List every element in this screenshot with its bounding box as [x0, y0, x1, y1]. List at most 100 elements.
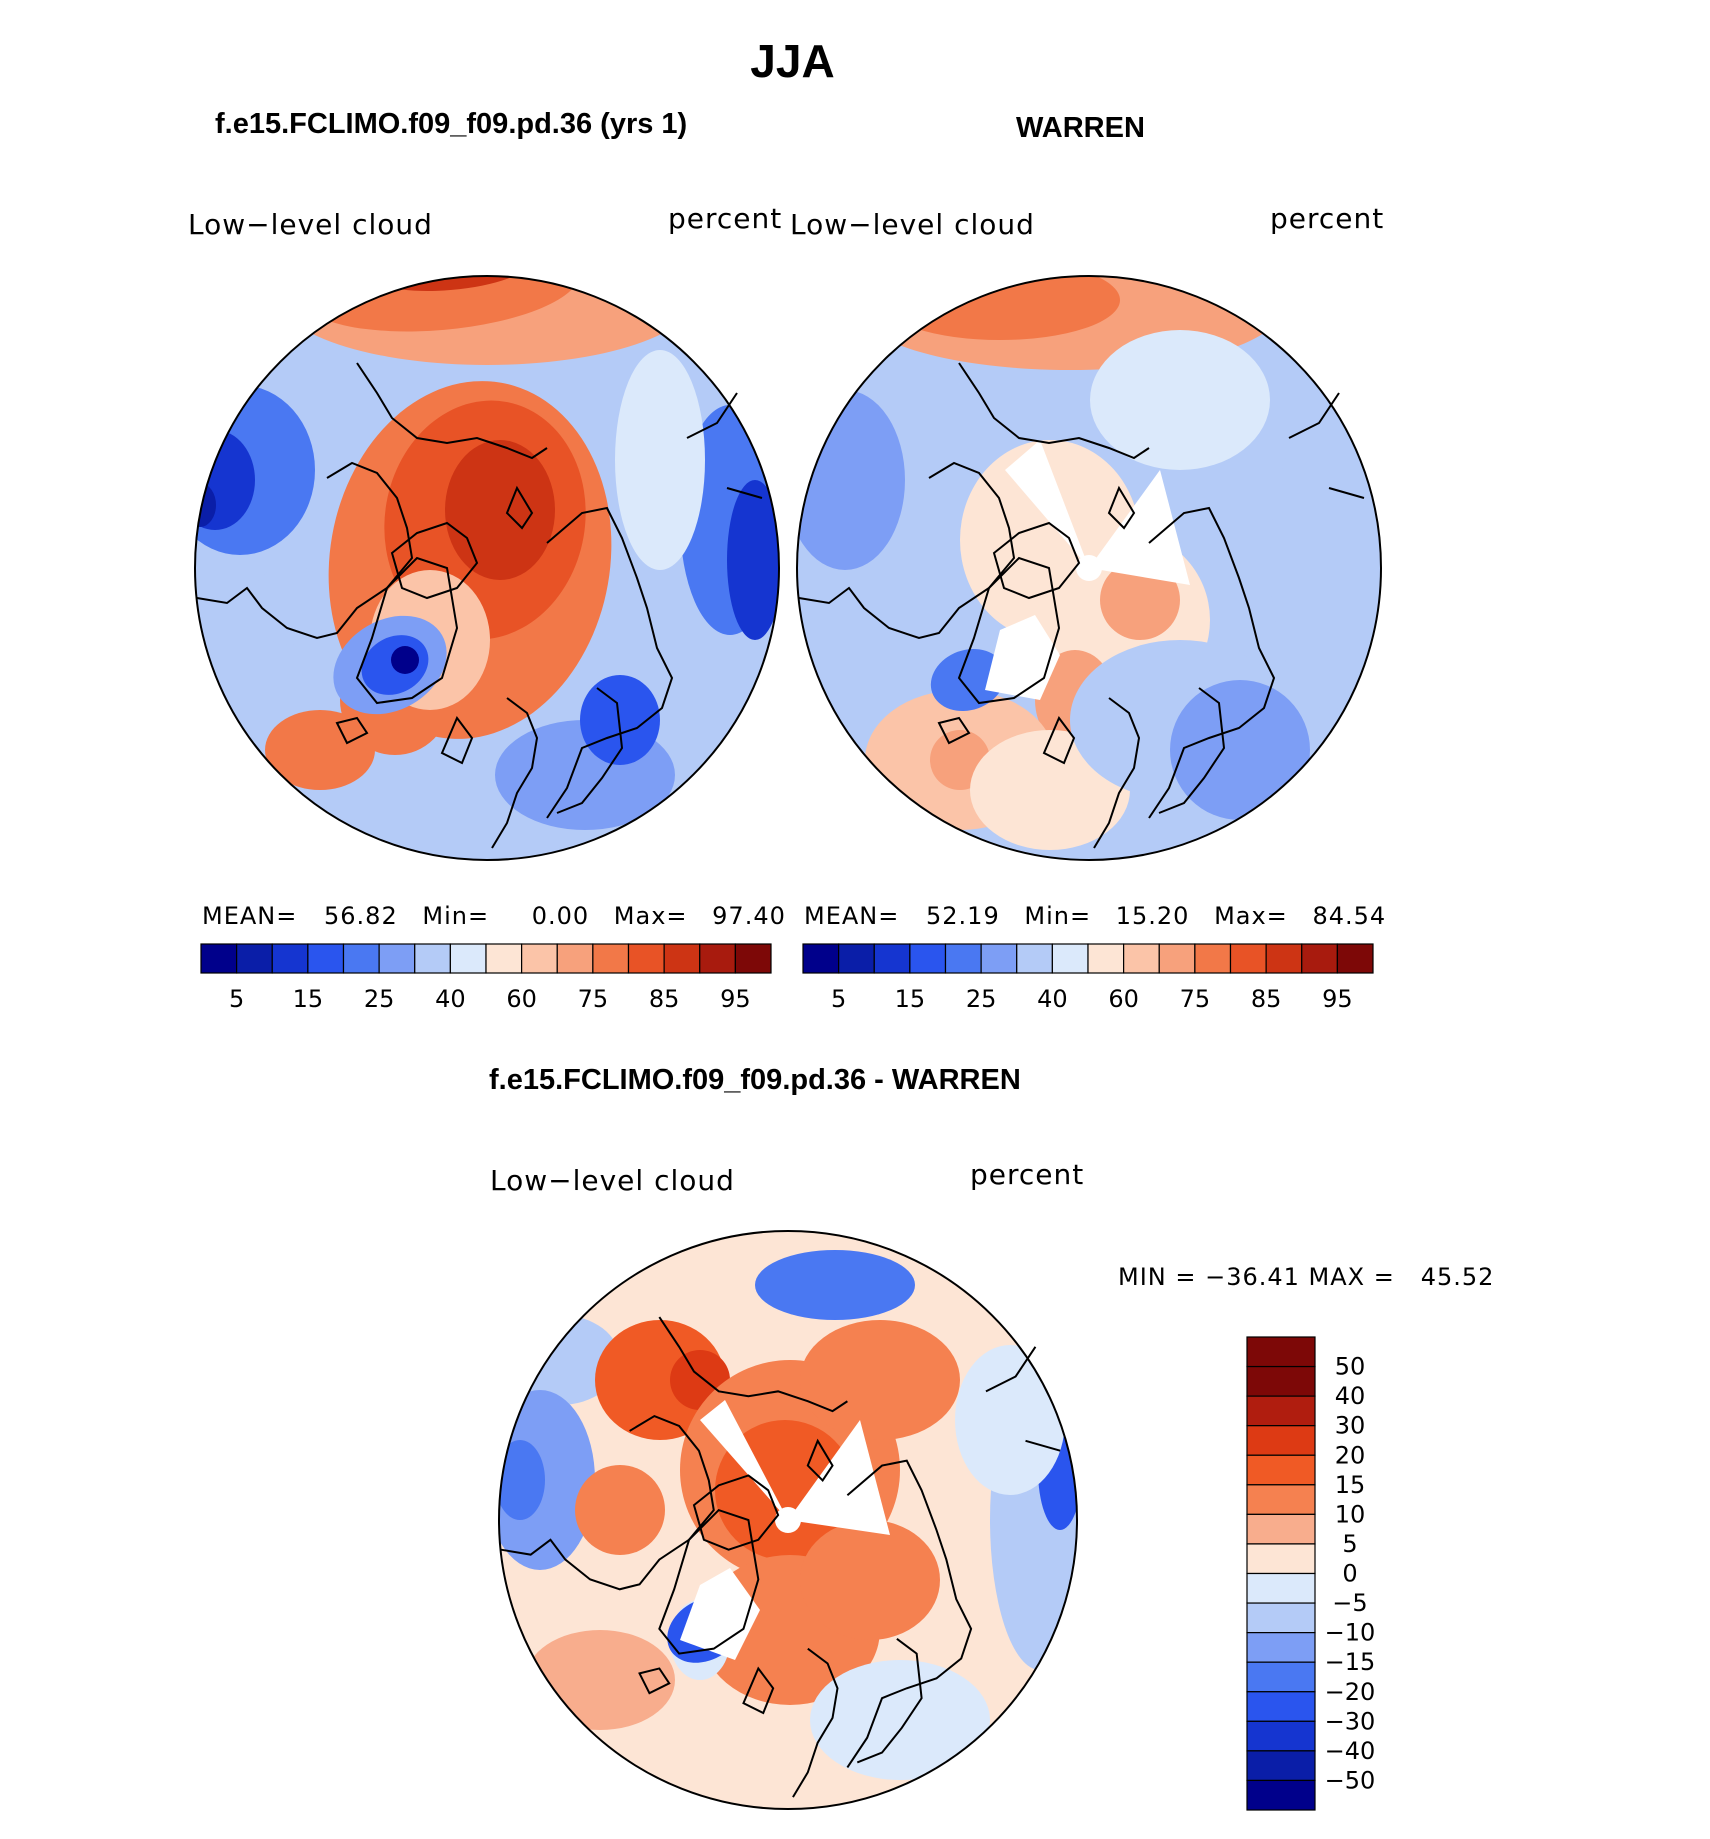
- field-blob: [391, 646, 419, 674]
- coastline: [1328, 487, 1365, 499]
- colorbar-box: [909, 943, 947, 974]
- missing-data-wedge: [1089, 470, 1190, 585]
- coastline-group: [798, 362, 1365, 849]
- coastline: [985, 1346, 1037, 1393]
- field-blob: [810, 1660, 990, 1780]
- missing-data-wedge: [680, 1568, 760, 1660]
- field-blob: [930, 648, 1006, 712]
- coastline-group: [500, 1316, 1061, 1798]
- colorbar-box: [1246, 1720, 1316, 1752]
- field-blob: [800, 1520, 940, 1640]
- colorbar-tick-label: 85: [649, 985, 680, 1013]
- colorbar-tick-label: 25: [966, 985, 997, 1013]
- panel-2-min-value: 15.20: [1115, 902, 1190, 930]
- coastline: [505, 485, 534, 530]
- page-title: JJA: [750, 35, 835, 87]
- coastline: [958, 362, 1150, 460]
- colorbar-tick-label: −30: [1325, 1707, 1376, 1735]
- field-blob: [727, 480, 779, 640]
- coastline: [798, 461, 1016, 640]
- colorbar-tick-label: 95: [720, 985, 751, 1013]
- colorbar-tick-label: 5: [1342, 1530, 1357, 1558]
- field-blob: [499, 1440, 545, 1520]
- coastline: [356, 362, 548, 460]
- colorbar-box: [663, 943, 701, 974]
- coastline-group: [196, 362, 763, 849]
- panel-1-max-label: Max=: [613, 902, 688, 930]
- field-blob: [797, 390, 905, 570]
- colorbar-box: [1051, 943, 1089, 974]
- missing-data-wedge: [700, 1400, 788, 1520]
- colorbar-box: [1246, 1365, 1316, 1397]
- colorbar-box: [1301, 943, 1338, 974]
- map-panel-3: [499, 1231, 1077, 1809]
- panel-2-stats: MEAN= 52.19 Min= 15.20 Max= 84.54: [804, 902, 1386, 930]
- colorbar-box: [1246, 1602, 1316, 1634]
- coastline: [856, 1637, 923, 1764]
- panel-2-title: WARREN: [1016, 112, 1145, 144]
- field-blob: [265, 710, 375, 790]
- field-blob: [250, 565, 330, 645]
- colorbar-tick-label: −50: [1325, 1766, 1376, 1794]
- colorbar-box: [592, 943, 630, 974]
- colorbar-tick-label: 15: [1335, 1471, 1366, 1499]
- coastline: [742, 1666, 775, 1715]
- colorbar-tick-label: 95: [1322, 985, 1353, 1013]
- panel-2-min-label: Min=: [1024, 902, 1092, 930]
- panel-1-right-label: percent: [668, 202, 783, 235]
- colorbar-box: [1336, 943, 1374, 974]
- panel-3-stats: MIN = −36.41 MAX = 45.52: [1118, 1263, 1495, 1291]
- colorbar-tick-label: 40: [435, 985, 466, 1013]
- colorbar-tick-label: 20: [1335, 1441, 1366, 1469]
- panel-2-left-label: Low−level cloud: [790, 208, 1035, 241]
- field-blob: [195, 483, 216, 527]
- colorbar-box: [1246, 1425, 1316, 1456]
- coastline: [726, 487, 763, 499]
- panel-3-right-label: percent: [970, 1158, 1085, 1191]
- colorbar-box: [1246, 1454, 1316, 1486]
- panel-1-min-label: Min=: [422, 902, 490, 930]
- map-panel-2: [797, 276, 1381, 860]
- panel-1-mean-value: 56.82: [324, 902, 398, 930]
- coastline: [686, 392, 738, 439]
- colorbar-box: [944, 943, 982, 974]
- panel-1-left-label: Low−level cloud: [188, 208, 433, 241]
- colorbar-tick-label: 5: [831, 985, 846, 1013]
- colorbar-box: [1194, 943, 1232, 974]
- coastline: [1288, 392, 1340, 439]
- colorbar-box: [838, 943, 875, 974]
- coastline: [390, 521, 479, 600]
- coastline: [937, 716, 971, 745]
- colorbar-box: [1246, 1750, 1316, 1782]
- field-blob: [195, 430, 255, 530]
- coastline: [440, 716, 474, 765]
- colorbar-tick-label: 0: [1342, 1560, 1357, 1588]
- field-blob: [595, 1320, 725, 1440]
- colorbar-tick-label: 5: [229, 985, 244, 1013]
- panel-1-stats: MEAN= 56.82 Min= 0.00 Max= 97.40: [202, 902, 786, 930]
- panel-2-right-label: percent: [1270, 202, 1385, 235]
- map-2-border: [796, 275, 1382, 861]
- colorbar-box: [1246, 1513, 1316, 1545]
- coastline: [1093, 697, 1141, 849]
- colorbar-box: [699, 943, 736, 974]
- colorbar-tick-label: 75: [1180, 985, 1211, 1013]
- colorbar-box: [1246, 1632, 1316, 1663]
- colorbar-box: [236, 943, 273, 974]
- colorbar-box: [1246, 1661, 1316, 1693]
- colorbar-tick-label: 15: [895, 985, 926, 1013]
- map-panel-1: [195, 276, 779, 860]
- colorbar-tick-label: 25: [364, 985, 395, 1013]
- coastline: [792, 1647, 839, 1798]
- colorbar-diff: [1246, 1336, 1316, 1811]
- map-3-border: [498, 1230, 1078, 1810]
- colorbar-box: [449, 943, 487, 974]
- colorbar-tick-labels: 5 15 25 40 60 75 85 95 5 15 25 40 60 75 85 955040302015…: [229, 985, 1375, 1794]
- coastline: [638, 1667, 671, 1695]
- coastline: [1042, 716, 1076, 765]
- panel-3-title: f.e15.FCLIMO.f09_f09.pd.36 - WARREN: [489, 1064, 1021, 1096]
- panel-2-max-label: Max=: [1214, 902, 1288, 930]
- coastline: [992, 521, 1081, 600]
- colorbar-box: [734, 943, 772, 974]
